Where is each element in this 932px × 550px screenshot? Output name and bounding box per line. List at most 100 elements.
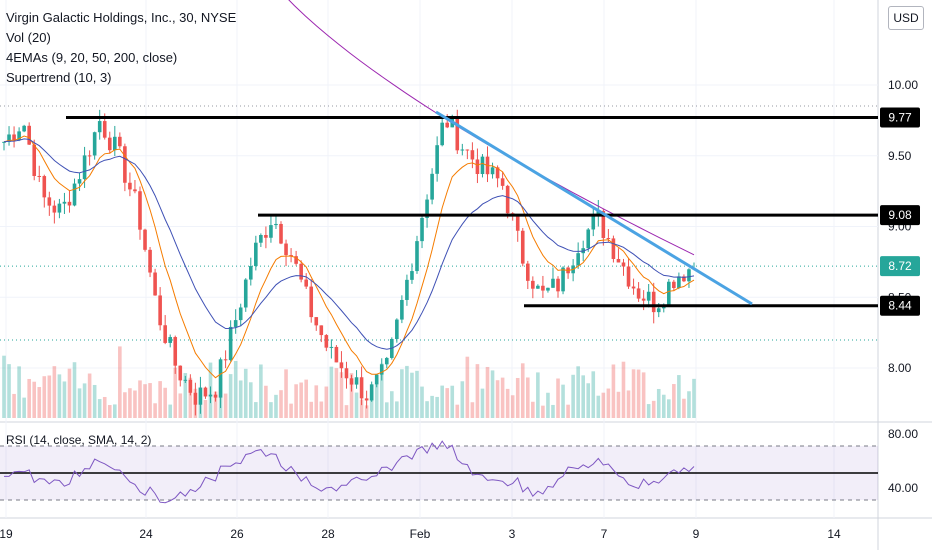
ema-indicator-label[interactable]: 4EMAs (9, 20, 50, 200, close) xyxy=(6,50,178,65)
volume-bar xyxy=(148,383,152,418)
candle-body xyxy=(646,291,651,301)
candle-body xyxy=(339,362,344,369)
volume-bar xyxy=(359,399,364,418)
volume-bar xyxy=(143,384,147,418)
volume-bar xyxy=(349,373,354,418)
candle-body xyxy=(178,365,183,381)
candle-body xyxy=(314,317,319,326)
volume-bar xyxy=(138,380,142,418)
candle-body xyxy=(349,378,354,385)
candle-body xyxy=(168,337,173,343)
candle-body xyxy=(470,150,475,160)
candle-body xyxy=(107,137,112,151)
volume-bar xyxy=(37,387,42,418)
volume-bar xyxy=(354,392,359,418)
volume-bar xyxy=(32,381,37,418)
candle-body xyxy=(425,199,429,218)
volume-bar xyxy=(682,398,686,418)
volume-bar xyxy=(22,397,26,418)
volume-bar xyxy=(294,384,298,418)
candle-body xyxy=(541,285,545,291)
candle-body xyxy=(687,269,691,282)
volume-bar xyxy=(168,404,173,418)
volume-bar xyxy=(369,391,374,418)
volume-bar xyxy=(400,369,404,418)
candle-body xyxy=(228,326,233,361)
candle-body xyxy=(656,308,661,313)
volume-bar xyxy=(687,391,691,418)
candle-body xyxy=(188,379,193,393)
volume-bar xyxy=(188,377,193,418)
time-tick-label: 28 xyxy=(321,527,335,541)
volume-bar xyxy=(17,366,21,418)
volume-bar xyxy=(223,393,228,418)
volume-bar xyxy=(531,401,535,418)
volume-bar xyxy=(324,386,329,418)
volume-bar xyxy=(213,391,218,418)
volume-bar xyxy=(445,388,450,418)
candle-body xyxy=(500,178,505,186)
volume-bar xyxy=(455,404,460,418)
candle-body xyxy=(626,266,631,287)
volume-bar xyxy=(520,363,525,418)
candle-body xyxy=(304,279,308,287)
candle-body xyxy=(17,131,21,141)
time-tick-label: 7 xyxy=(601,527,608,541)
volume-bar xyxy=(123,392,127,418)
volume-bar xyxy=(47,375,52,418)
currency-button[interactable]: USD xyxy=(888,6,924,30)
volume-bar xyxy=(133,390,137,418)
current-price-badge xyxy=(880,256,920,277)
volume-bar xyxy=(440,385,444,418)
descending-trendline xyxy=(435,110,753,306)
volume-bar xyxy=(183,373,188,418)
supertrend-indicator-label[interactable]: Supertrend (10, 3) xyxy=(6,70,112,85)
candle-body xyxy=(62,201,67,204)
volume-bar xyxy=(641,372,646,418)
volume-bar xyxy=(339,372,344,418)
candle-body xyxy=(193,392,198,405)
ema-short-line xyxy=(3,135,695,379)
volume-bar xyxy=(254,402,258,418)
candle-body xyxy=(591,216,596,230)
volume-bar xyxy=(390,391,394,418)
candle-body xyxy=(248,266,253,280)
volume-bar xyxy=(395,401,399,418)
candle-body xyxy=(667,281,671,306)
volume-bar xyxy=(410,372,414,418)
candle-body xyxy=(233,320,238,327)
candle-body xyxy=(42,176,47,198)
volume-bar xyxy=(284,369,288,418)
candle-body xyxy=(213,394,218,398)
volume-bar xyxy=(480,388,485,418)
candle-body xyxy=(319,325,324,336)
rsi-indicator-label[interactable]: RSI (14, close, SMA, 14, 2) xyxy=(6,433,152,447)
volume-bar xyxy=(435,396,439,418)
rsi-tick-label: 40.00 xyxy=(888,481,918,495)
volume-bar xyxy=(72,362,77,418)
volume-bar xyxy=(626,390,631,418)
candle-body xyxy=(495,167,500,179)
candle-body xyxy=(556,278,560,292)
candle-body xyxy=(515,214,520,231)
time-tick-label: 24 xyxy=(139,527,153,541)
vol-indicator-label[interactable]: Vol (20) xyxy=(6,30,51,45)
candle-body xyxy=(405,279,409,300)
candle-body xyxy=(334,346,339,363)
candle-body xyxy=(551,278,555,288)
volume-bar xyxy=(379,363,384,418)
candle-body xyxy=(329,346,334,348)
candle-body xyxy=(415,241,419,272)
volume-bar xyxy=(525,377,530,418)
volume-bar xyxy=(304,379,308,418)
candle-body xyxy=(143,229,147,250)
volume-bar xyxy=(460,381,465,418)
candle-body xyxy=(173,337,178,366)
candle-body xyxy=(309,286,314,318)
candle-body xyxy=(435,145,439,174)
volume-bar xyxy=(677,375,681,418)
candle-body xyxy=(651,291,656,313)
candle-body xyxy=(379,364,384,375)
volume-bar xyxy=(163,387,167,418)
